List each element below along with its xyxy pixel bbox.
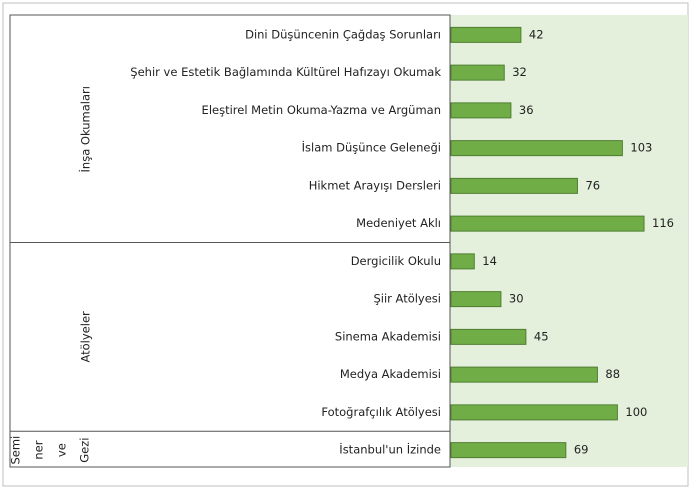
bar [450, 140, 623, 157]
category-label: Sinema Akademisi [335, 329, 441, 343]
category-label: İslam Düşünce Geleneği [302, 140, 441, 155]
bar [450, 102, 512, 119]
bar [450, 328, 527, 345]
data-label: 88 [605, 367, 620, 381]
data-label: 103 [630, 141, 652, 155]
data-label: 69 [574, 443, 589, 457]
group-label: ve [55, 443, 69, 457]
category-label: Şiir Atölyesi [373, 292, 441, 306]
group-label: İnşa Okumaları [78, 86, 93, 172]
category-label: Dergicilik Okulu [351, 254, 441, 268]
category-label: Eleştirel Metin Okuma-Yazma ve Argüman [202, 103, 441, 117]
bar [450, 253, 475, 270]
group-label: Gezi [78, 438, 92, 463]
group-label: ner [32, 440, 46, 459]
group-label: Atölyeler [79, 311, 93, 363]
data-label: 30 [509, 292, 524, 306]
data-label: 14 [482, 254, 497, 268]
bar [450, 215, 645, 232]
data-label: 76 [585, 178, 600, 192]
category-label: Şehir ve Estetik Bağlamında Kültürel Haf… [130, 65, 441, 79]
bar [450, 442, 567, 459]
data-label: 45 [534, 329, 549, 343]
category-label: Fotoğrafçılık Atölyesi [321, 405, 441, 419]
data-label: 32 [512, 65, 527, 79]
plot-area [450, 15, 688, 467]
bar [450, 404, 618, 421]
bar [450, 26, 522, 43]
bar [450, 64, 505, 81]
category-label: Medya Akademisi [340, 367, 441, 381]
category-label: İstanbul'un İzinde [339, 442, 441, 457]
category-label: Dini Düşüncenin Çağdaş Sorunları [245, 27, 441, 41]
category-label: Hikmet Arayışı Dersleri [309, 178, 441, 192]
data-label: 100 [625, 405, 647, 419]
category-panel [9, 14, 451, 468]
bar [450, 177, 578, 194]
bar [450, 366, 598, 383]
group-label: Semi [9, 436, 23, 465]
data-label: 36 [519, 103, 534, 117]
bar [450, 291, 502, 308]
data-label: 42 [529, 27, 544, 41]
data-label: 116 [652, 216, 674, 230]
category-label: Medeniyet Aklı [356, 216, 441, 230]
